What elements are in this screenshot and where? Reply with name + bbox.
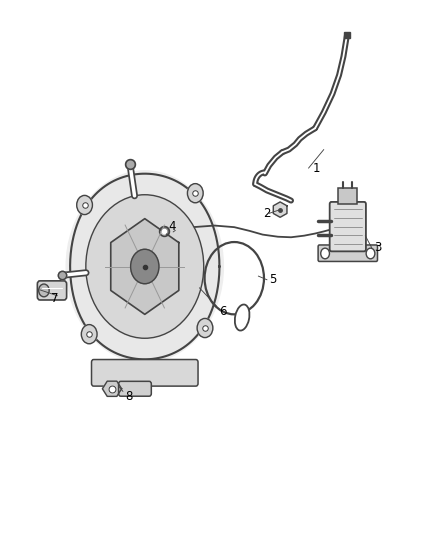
Polygon shape xyxy=(70,174,219,359)
Text: 2: 2 xyxy=(263,207,270,220)
Circle shape xyxy=(187,184,203,203)
Polygon shape xyxy=(102,381,122,397)
Polygon shape xyxy=(273,202,287,217)
Circle shape xyxy=(66,171,223,362)
Text: 7: 7 xyxy=(51,292,58,305)
Circle shape xyxy=(77,196,92,215)
FancyBboxPatch shape xyxy=(92,360,198,386)
Text: 5: 5 xyxy=(269,273,276,286)
FancyBboxPatch shape xyxy=(318,245,378,262)
Ellipse shape xyxy=(235,304,250,330)
Text: 4: 4 xyxy=(169,220,176,233)
Text: 8: 8 xyxy=(125,390,133,403)
FancyBboxPatch shape xyxy=(119,381,151,396)
Bar xyxy=(338,188,357,204)
Text: 1: 1 xyxy=(313,161,320,175)
Circle shape xyxy=(86,195,204,338)
Polygon shape xyxy=(111,219,179,314)
FancyBboxPatch shape xyxy=(37,281,67,300)
Circle shape xyxy=(39,284,49,297)
Circle shape xyxy=(366,248,375,259)
Circle shape xyxy=(197,318,213,337)
Circle shape xyxy=(131,249,159,284)
Text: 3: 3 xyxy=(374,241,381,254)
FancyBboxPatch shape xyxy=(330,202,366,252)
Text: 6: 6 xyxy=(219,305,226,318)
Circle shape xyxy=(81,325,97,344)
Circle shape xyxy=(321,248,329,259)
